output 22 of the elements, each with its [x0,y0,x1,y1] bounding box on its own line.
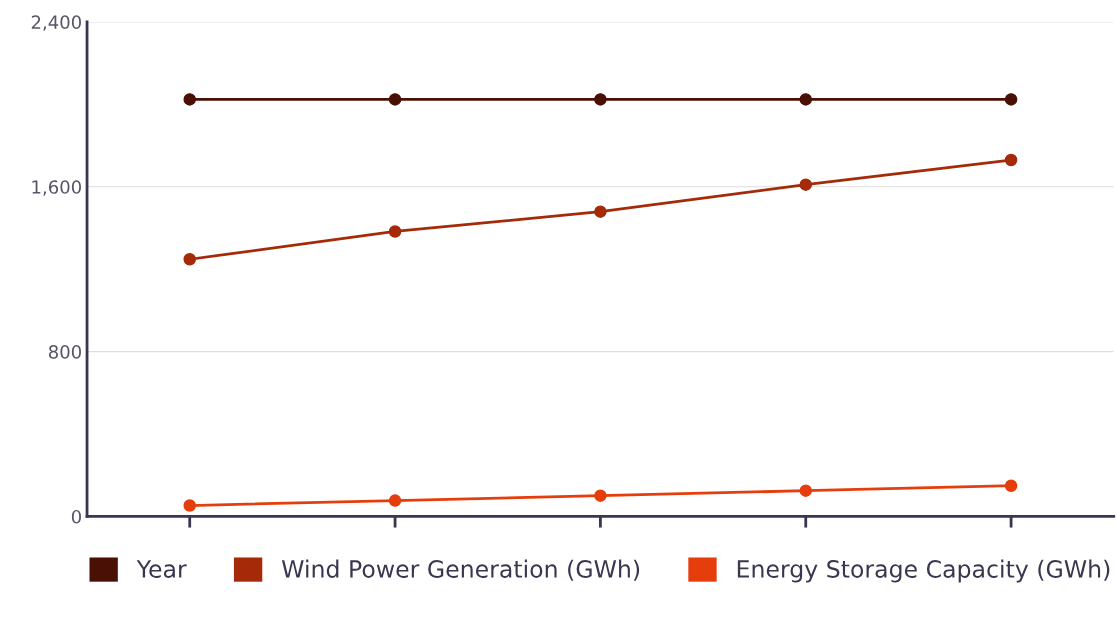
point [799,93,813,106]
point [594,93,607,106]
point [183,93,196,106]
legend-label: Year [136,560,187,578]
y-tick-label: 2,400 [31,15,81,31]
y-tick-label: 1,600 [32,180,81,196]
point [799,484,813,497]
point [183,253,196,266]
point [183,499,196,512]
point [594,489,607,502]
legend-label: Energy Storage Capacity (GWh) [737,559,1110,583]
point [388,225,402,238]
y-tick-label: 0 [71,509,81,524]
point [1004,153,1018,167]
y-tick-label: 800 [48,345,81,359]
point [594,205,607,218]
point [1004,93,1018,106]
point [1004,479,1018,492]
point [799,178,813,191]
point [388,93,402,106]
legend-label: Wind Power Generation (GWh) [281,559,640,581]
point [388,494,402,507]
